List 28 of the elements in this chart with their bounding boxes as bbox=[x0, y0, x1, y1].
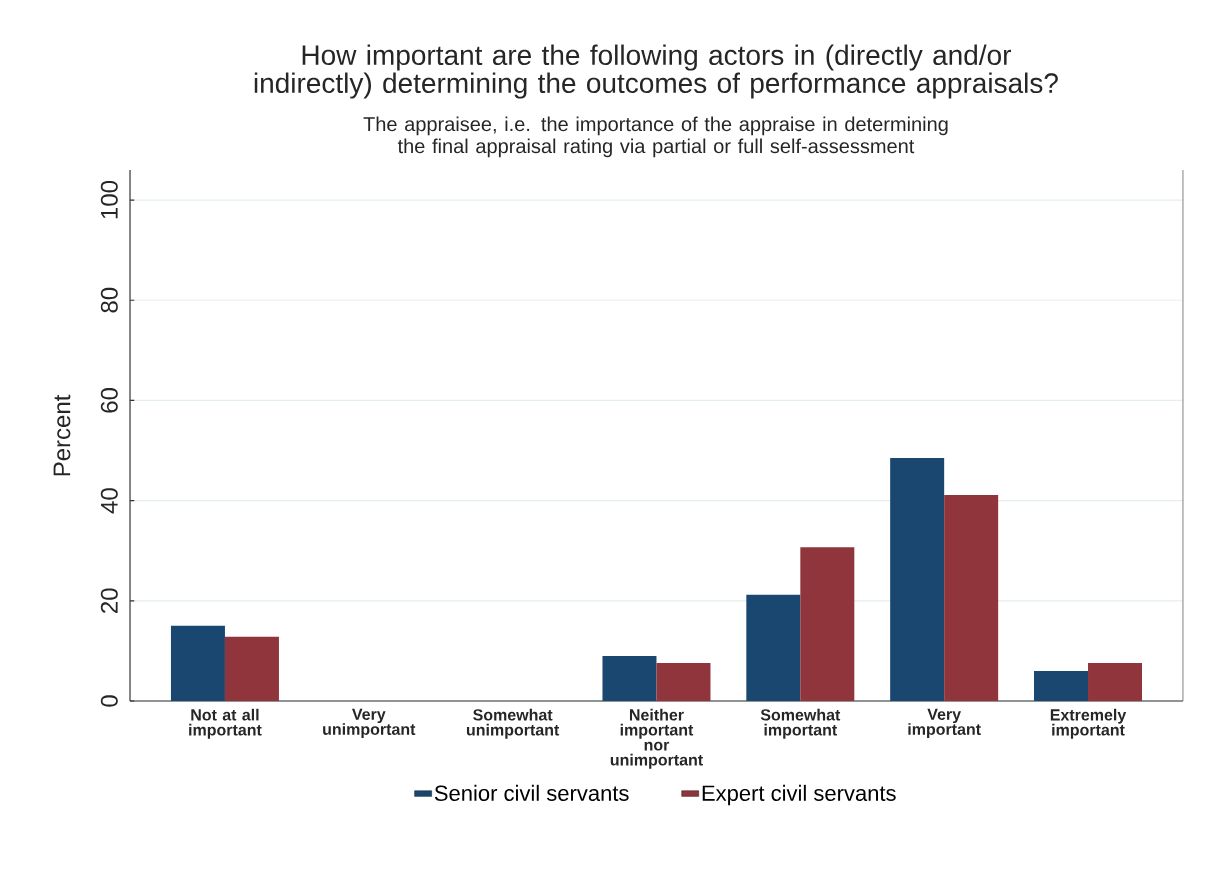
chart-subtitle: The appraisee, i.e. the importance of the appraise in determining the final appraisal rating via partial or full self-assessment bbox=[363, 116, 948, 158]
x-tick-label: Somewhat important bbox=[760, 708, 841, 739]
bar bbox=[1034, 670, 1089, 701]
y-tick-label: 60 bbox=[100, 388, 118, 413]
x-tick-label: Neither important nor unimportant bbox=[610, 708, 703, 769]
y-axis-title: Percent bbox=[53, 394, 71, 476]
x-tick-label: Very unimportant bbox=[323, 708, 416, 739]
x-tick-label: Not at all important bbox=[189, 708, 262, 739]
y-tick-label: 40 bbox=[100, 488, 118, 514]
bar bbox=[746, 594, 801, 701]
bar bbox=[602, 655, 657, 701]
bar bbox=[170, 625, 225, 701]
bar bbox=[224, 636, 279, 701]
bar bbox=[944, 495, 999, 701]
x-tick-label: Somewhat unimportant bbox=[466, 708, 560, 739]
y-tick-label: 80 bbox=[100, 287, 118, 313]
chart-title: How important are the following actors in (directly and/or indirectly) determining the outcomes of performance appraisals? bbox=[254, 44, 1058, 99]
x-tick-label: Extremely important bbox=[1050, 708, 1127, 739]
bar bbox=[800, 547, 855, 701]
legend-label: Expert civil servants bbox=[702, 784, 896, 806]
bar bbox=[1088, 662, 1143, 701]
x-tick-label: Very important bbox=[908, 708, 981, 739]
y-tick-label: 20 bbox=[100, 588, 118, 613]
y-tick-label: 100 bbox=[100, 180, 118, 219]
y-tick-label: 0 bbox=[100, 695, 118, 707]
legend-label: Senior civil servants bbox=[434, 784, 629, 801]
bar bbox=[656, 662, 711, 701]
bar bbox=[890, 458, 945, 701]
